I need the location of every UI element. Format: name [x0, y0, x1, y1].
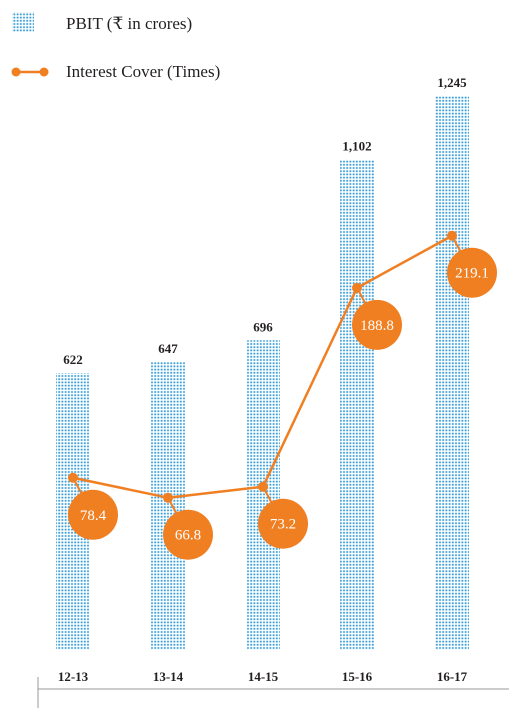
interest-cover-point-16-17 [447, 230, 457, 241]
category-labels: 12-13 13-14 14-15 15-16 16-17 [58, 669, 468, 684]
bar-pbit-16-17 [435, 96, 469, 650]
interest-cover-bubble-16-17 [447, 247, 497, 298]
bar-series [56, 96, 469, 650]
legend-swatch-interest-cover [11, 67, 49, 77]
bar-value-label-12-13: 622 [63, 352, 83, 367]
category-label-13-14: 13-14 [153, 669, 184, 684]
interest-cover-value-label-12-13: 78.4 [80, 508, 107, 524]
interest-cover-bubble-12-13 [68, 489, 118, 540]
legend: PBIT (₹ in crores) Interest Cover (Times… [11, 12, 220, 81]
interest-cover-bubble-14-15 [258, 498, 308, 549]
bar-value-label-13-14: 647 [158, 341, 178, 356]
interest-cover-value-label-13-14: 66.8 [175, 528, 201, 544]
bar-value-labels: 622 647 696 1,102 1,245 [63, 75, 467, 367]
bar-pbit-15-16 [340, 159, 374, 650]
legend-swatch-pbit [12, 12, 34, 32]
interest-cover-point-13-14 [163, 492, 173, 503]
category-label-14-15: 14-15 [248, 669, 279, 684]
interest-cover-bubble-13-14 [163, 509, 213, 560]
interest-cover-value-label-16-17: 219.1 [455, 266, 489, 282]
category-label-15-16: 15-16 [342, 669, 373, 684]
bar-value-label-14-15: 696 [253, 319, 273, 334]
legend-label-pbit: PBIT (₹ in crores) [66, 14, 192, 33]
bar-pbit-13-14 [151, 362, 185, 650]
legend-label-interest-cover: Interest Cover (Times) [66, 62, 220, 81]
interest-cover-point-15-16 [352, 282, 362, 293]
interest-cover-bubble-15-16 [352, 299, 402, 350]
bar-value-label-16-17: 1,245 [437, 75, 467, 90]
line-value-bubbles: 78.4 66.8 73.2 188.8 219.1 [68, 247, 497, 560]
bar-value-label-15-16: 1,102 [342, 139, 371, 154]
interest-cover-point-12-13 [68, 472, 78, 483]
interest-cover-value-label-15-16: 188.8 [360, 318, 394, 334]
bar-pbit-14-15 [246, 340, 280, 650]
category-label-12-13: 12-13 [58, 669, 89, 684]
interest-cover-value-label-14-15: 73.2 [270, 517, 296, 533]
interest-cover-point-14-15 [258, 481, 268, 492]
category-label-16-17: 16-17 [437, 669, 468, 684]
